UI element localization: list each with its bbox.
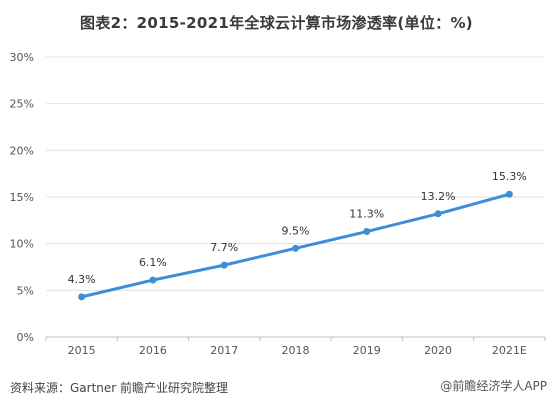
data-point bbox=[149, 276, 157, 284]
data-label: 9.5% bbox=[282, 224, 310, 237]
data-label: 11.3% bbox=[349, 208, 384, 221]
x-tick-label: 2019 bbox=[353, 344, 381, 357]
x-tick-label: 2018 bbox=[282, 344, 310, 357]
data-label: 15.3% bbox=[492, 170, 527, 183]
data-label: 6.1% bbox=[139, 256, 167, 269]
data-point bbox=[78, 293, 86, 301]
data-point bbox=[292, 244, 299, 252]
x-tick-label: 2016 bbox=[139, 344, 167, 357]
source-note: 资料来源：Gartner 前瞻产业研究院整理 bbox=[10, 381, 229, 395]
data-point bbox=[434, 210, 442, 218]
y-tick-label: 15% bbox=[10, 191, 34, 204]
data-point bbox=[363, 228, 371, 236]
data-label: 7.7% bbox=[210, 241, 238, 254]
y-tick-label: 30% bbox=[10, 51, 34, 64]
y-tick-label: 25% bbox=[10, 98, 34, 111]
credit-note: @前瞻经济学人APP bbox=[440, 379, 547, 393]
data-point bbox=[220, 261, 228, 269]
x-tick-label: 2021E bbox=[492, 344, 527, 357]
y-tick-label: 20% bbox=[10, 144, 34, 157]
data-point bbox=[505, 190, 513, 198]
y-tick-label: 0% bbox=[17, 331, 34, 344]
x-tick-label: 2017 bbox=[210, 344, 238, 357]
y-tick-label: 10% bbox=[10, 238, 34, 251]
chart-title: 图表2：2015-2021年全球云计算市场渗透率(单位：%) bbox=[80, 14, 473, 32]
x-tick-label: 2015 bbox=[68, 344, 96, 357]
y-tick-label: 5% bbox=[17, 284, 34, 297]
data-label: 4.3% bbox=[68, 273, 96, 286]
data-label: 13.2% bbox=[421, 190, 456, 203]
x-tick-label: 2020 bbox=[424, 344, 452, 357]
